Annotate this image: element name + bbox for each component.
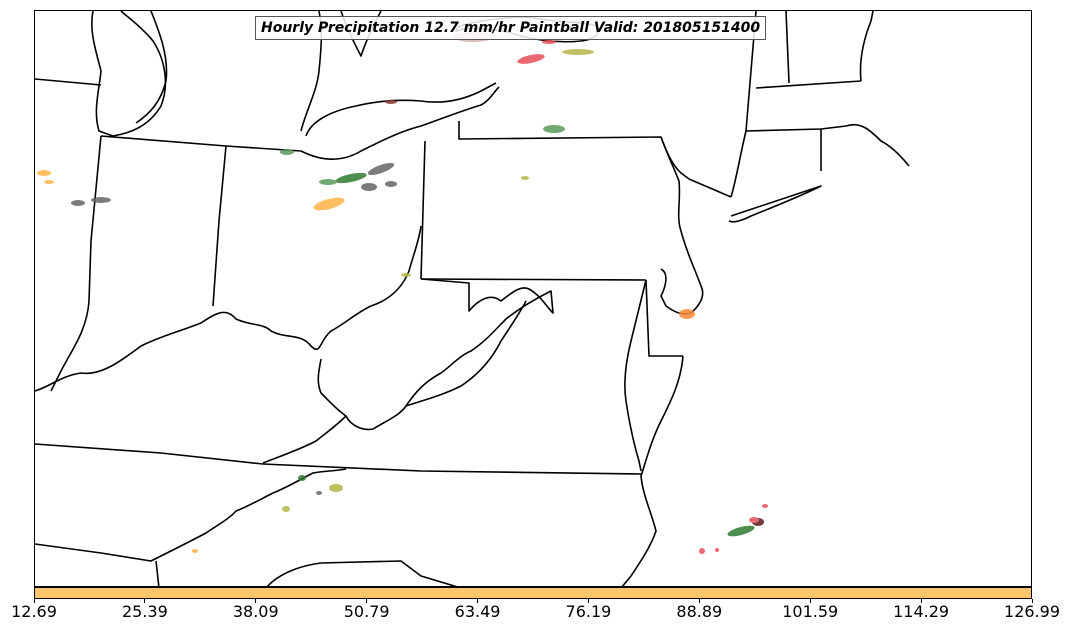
tn-nc-border (35, 468, 347, 562)
state-boundaries (35, 11, 910, 586)
precip-blob-gray (385, 181, 397, 187)
precip-blob-red (542, 40, 556, 44)
colorbar-tick-label: 63.49 (454, 602, 501, 621)
colorbar-tick-mark (255, 599, 257, 603)
colorbar-tick-label: 38.09 (232, 602, 279, 621)
precip-blob-olive (329, 484, 343, 492)
in-il-border (50, 135, 102, 392)
mi-in-oh-line (35, 78, 302, 152)
colorbar-tick-label: 50.79 (343, 602, 390, 621)
precip-blob-olive (521, 176, 529, 180)
colorbar-tick-mark (587, 599, 589, 603)
precipitation-paintballs (37, 32, 768, 554)
precip-blob-orange (313, 197, 345, 211)
colorbar (34, 587, 1032, 599)
colorbar-tick-mark (1031, 599, 1033, 603)
precip-blob-olive (562, 49, 594, 55)
colorbar-tick-label: 12.69 (11, 602, 57, 621)
precip-blob-orange (44, 180, 54, 184)
precip-blob-orange (192, 549, 198, 553)
precip-blob-red (517, 54, 545, 64)
precip-blob-gray (361, 183, 377, 191)
colorbar-tick-label: 88.89 (676, 602, 723, 621)
atlantic-coast (621, 355, 684, 586)
va-nc-border (262, 463, 642, 475)
colorbar-tick-mark (33, 599, 35, 603)
precip-blob-gray (91, 197, 111, 203)
precip-blob-green (298, 475, 306, 481)
colorbar-tick-mark (477, 599, 479, 603)
precip-blob-olive (282, 506, 290, 512)
md-de-border (645, 279, 683, 357)
va-ky-border (262, 415, 347, 464)
colorbar-tick-mark (809, 599, 811, 603)
vermont-nh (755, 11, 874, 89)
colorbar-tick-label: 114.29 (893, 602, 950, 621)
colorbar-tick-label: 126.99 (1004, 602, 1060, 621)
map-canvas (35, 11, 910, 586)
precip-blob-red (762, 504, 768, 508)
ky-tn-border (35, 443, 264, 465)
lake-erie-shore (300, 86, 500, 161)
colorbar-tick-label: 76.19 (565, 602, 612, 621)
colorbar-tick-mark (366, 599, 368, 603)
pa-ny-border (458, 121, 732, 198)
ohio-river (35, 225, 422, 392)
oh-pa-border (420, 140, 426, 280)
precip-blob-olive (401, 273, 411, 277)
pa-md-border (420, 278, 647, 281)
precip-blob-gray (316, 491, 322, 495)
precip-blob-orange (679, 309, 695, 319)
new-jersey (660, 136, 704, 315)
va-west-border (405, 300, 527, 407)
wv-outline (317, 278, 554, 431)
precip-blob-gray (367, 162, 395, 176)
precip-blob-red (699, 548, 705, 554)
colorbar-tick-mark (920, 599, 922, 603)
new-york-east (730, 11, 910, 198)
precip-blob-dark-green (727, 525, 755, 537)
nc-sc-border (155, 560, 458, 586)
colorbar-tick-mark (698, 599, 700, 603)
map-panel (34, 10, 1032, 587)
lake-michigan-shore (135, 11, 168, 124)
precip-blob-red (715, 548, 719, 552)
colorbar-tick-label: 25.39 (121, 602, 168, 621)
chesapeake-bay (624, 279, 647, 472)
precip-blob-orange (37, 170, 51, 176)
precip-blob-dark-green (335, 172, 367, 184)
precip-blob-green (280, 149, 294, 155)
map-title: Hourly Precipitation 12.7 mm/hr Paintbal… (255, 16, 767, 40)
precip-blob-red (749, 517, 759, 523)
colorbar-tick-label: 101.59 (782, 602, 839, 621)
michigan-outline (91, 11, 167, 137)
precip-blob-brown (385, 100, 397, 104)
colorbar-tick-mark (144, 599, 146, 603)
in-oh-border (212, 145, 227, 307)
precip-blob-green (543, 125, 565, 133)
long-island (728, 185, 822, 223)
precip-blob-green (319, 179, 337, 185)
precip-blob-gray (71, 200, 85, 206)
